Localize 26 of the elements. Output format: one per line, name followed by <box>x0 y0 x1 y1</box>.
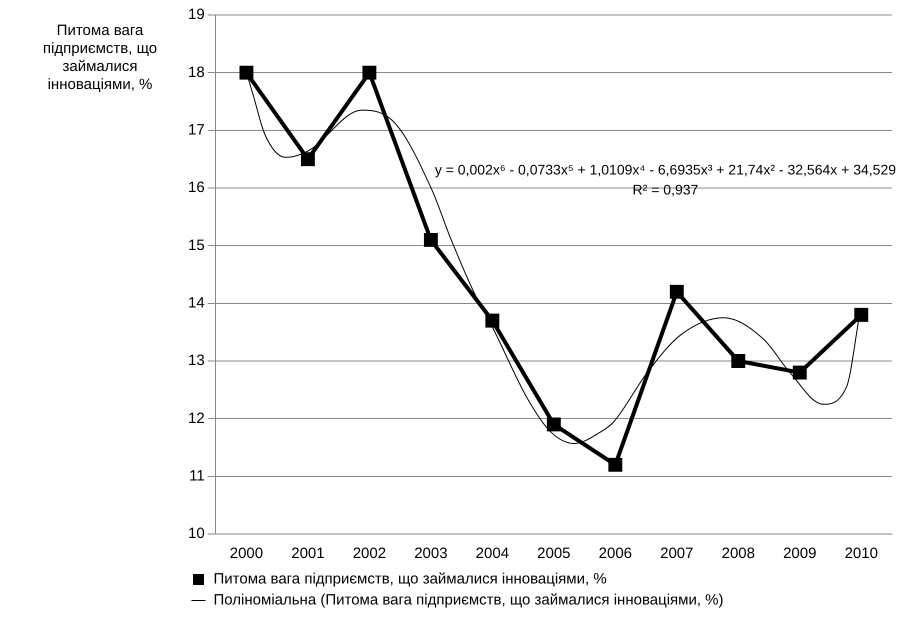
x-tick-label: 2001 <box>291 545 325 562</box>
x-tick-label: 2006 <box>598 545 632 562</box>
y-tick-label: 12 <box>188 410 205 427</box>
y-tick-label: 11 <box>189 467 205 484</box>
x-tick-label: 2005 <box>537 545 571 562</box>
x-tick-label: 2003 <box>414 545 448 562</box>
y-tick-label: 17 <box>188 121 205 138</box>
y-tick-label: 15 <box>188 236 205 254</box>
x-tick-label: 2008 <box>722 545 755 562</box>
y-tick-label: 19 <box>188 6 205 24</box>
x-tick-label: 2007 <box>660 545 694 562</box>
y-axis-title: Питома вага підприємств, що займалися інноваціями, % <box>42 22 158 94</box>
y-tick-label: 13 <box>188 352 205 370</box>
x-tick-label: 2009 <box>783 545 816 562</box>
y-tick-label: 14 <box>188 294 205 312</box>
y-tick-label: 18 <box>188 64 205 81</box>
x-tick-label: 2010 <box>844 545 878 562</box>
x-tick-label: 2004 <box>476 545 510 562</box>
x-tick-label: 2002 <box>352 545 386 562</box>
legend-label: Поліноміальна (Питома вага підприємств, що займалися інноваціями, %) <box>214 592 724 609</box>
legend-label: Питома вага підприємств, що займалися інноваціями, % <box>214 570 607 588</box>
y-tick-label: 10 <box>188 525 205 542</box>
annotation: R² = 0,937 <box>632 182 699 198</box>
annotation: y = 0,002x⁶ - 0,0733x⁵ + 1,0109x⁴ - 6,6935x³ + 21,74x² - 32,564x + 34,529 <box>434 162 896 178</box>
x-tick-label: 2000 <box>230 545 264 562</box>
y-tick-label: 16 <box>188 179 205 196</box>
